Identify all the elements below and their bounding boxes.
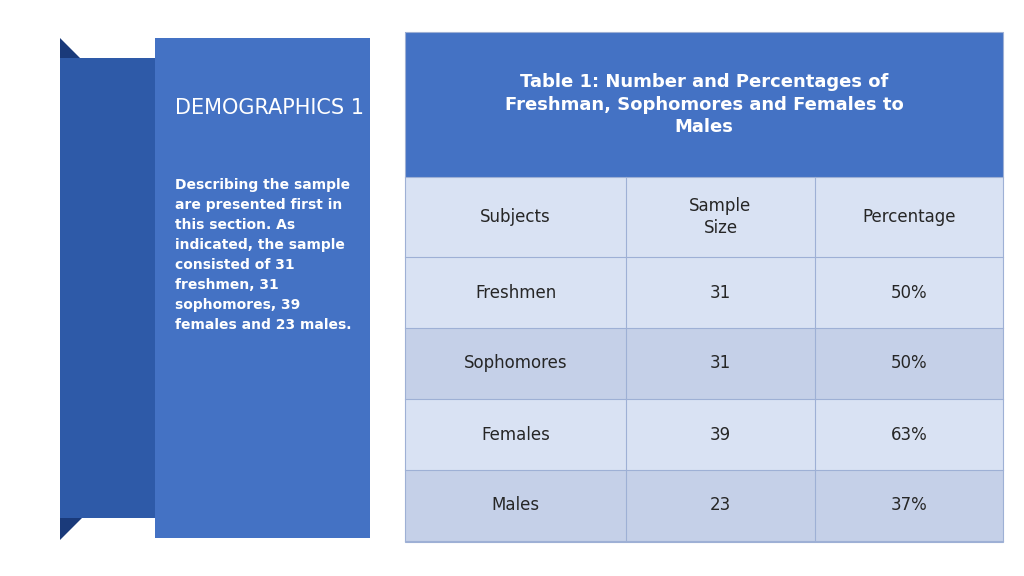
Text: Sophomores: Sophomores (464, 354, 567, 373)
Polygon shape (60, 518, 82, 540)
Text: Males: Males (492, 497, 540, 514)
Bar (406, 257, 1002, 328)
Bar (406, 399, 1002, 470)
Text: 39: 39 (710, 426, 731, 444)
Bar (155, 38, 370, 538)
Text: DEMOGRAPHICS 1: DEMOGRAPHICS 1 (175, 98, 364, 118)
Text: 63%: 63% (891, 426, 927, 444)
Text: Females: Females (481, 426, 550, 444)
Text: Percentage: Percentage (862, 208, 955, 226)
Bar (406, 470, 1002, 541)
Bar (406, 32, 1002, 542)
Text: 31: 31 (710, 354, 731, 373)
Bar (406, 177, 1002, 257)
Text: Describing the sample
are presented first in
this section. As
indicated, the sam: Describing the sample are presented firs… (175, 178, 351, 332)
Bar (406, 328, 1002, 399)
Bar (406, 32, 1002, 177)
Text: 50%: 50% (891, 283, 927, 301)
Text: 31: 31 (710, 283, 731, 301)
Text: Subjects: Subjects (480, 208, 551, 226)
Text: Freshmen: Freshmen (475, 283, 556, 301)
Text: 23: 23 (710, 497, 731, 514)
Text: 37%: 37% (891, 497, 927, 514)
Text: Table 1: Number and Percentages of
Freshman, Sophomores and Females to
Males: Table 1: Number and Percentages of Fresh… (505, 73, 903, 137)
Bar (60, 58, 160, 518)
Polygon shape (60, 38, 80, 58)
Text: 50%: 50% (891, 354, 927, 373)
Text: Sample
Size: Sample Size (689, 197, 752, 237)
